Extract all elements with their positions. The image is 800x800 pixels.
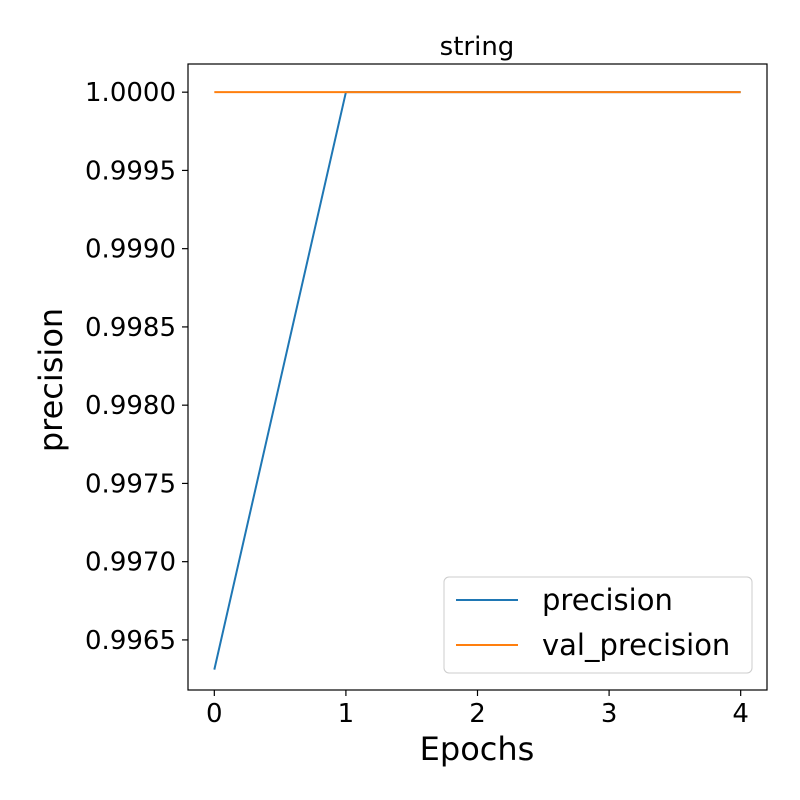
y-axis-ticks: 0.9965 0.9970 0.9975 0.9980 0.9985 0.9990 0.99… xyxy=(85,78,188,656)
y-tick-label: 0.9980 xyxy=(85,391,176,421)
x-axis-ticks: 0 1 2 3 4 xyxy=(206,690,749,729)
chart-title: string xyxy=(440,32,515,62)
legend: precision val_precision xyxy=(443,576,753,674)
x-tick-label: 3 xyxy=(601,699,618,729)
series-layer xyxy=(213,91,741,670)
plot-area-frame xyxy=(187,63,768,691)
x-tick-label: 4 xyxy=(732,699,749,729)
y-tick-label: 1.0000 xyxy=(85,78,176,108)
x-tick-label: 0 xyxy=(206,699,223,729)
x-tick-label: 2 xyxy=(469,699,486,729)
y-tick-label: 0.9970 xyxy=(85,548,176,578)
y-tick-label: 0.9985 xyxy=(85,313,176,343)
legend-label-precision: precision xyxy=(542,583,673,617)
y-tick-label: 0.9975 xyxy=(85,469,176,499)
y-axis-title: precision xyxy=(32,308,70,452)
y-tick-label: 0.9995 xyxy=(85,156,176,186)
legend-label-val-precision: val_precision xyxy=(542,628,730,662)
legend-box xyxy=(443,576,753,674)
y-tick-label: 0.9990 xyxy=(85,235,176,265)
y-tick-label: 0.9965 xyxy=(85,626,176,656)
x-axis-title: Epochs xyxy=(420,730,535,768)
x-tick-label: 1 xyxy=(338,699,355,729)
